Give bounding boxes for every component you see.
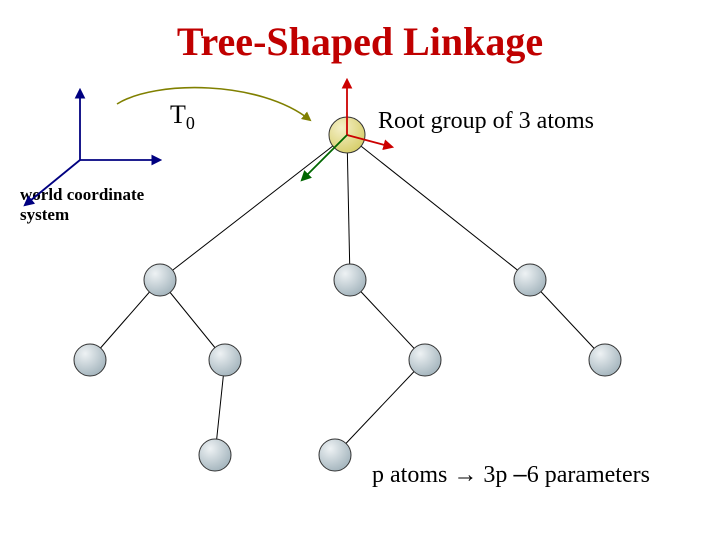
atom-node <box>319 439 351 471</box>
tree-edge <box>335 360 425 455</box>
tree-edge <box>347 135 350 280</box>
world-axis-z <box>25 160 80 205</box>
atom-node <box>74 344 106 376</box>
atom-node <box>409 344 441 376</box>
atom-node <box>334 264 366 296</box>
diagram-canvas <box>0 0 720 540</box>
t0-transform-arrow <box>117 88 310 120</box>
tree-edge <box>160 135 347 280</box>
root-axis-z <box>302 135 347 180</box>
atom-node <box>589 344 621 376</box>
tree-edge <box>347 135 530 280</box>
atom-node <box>199 439 231 471</box>
atom-node <box>514 264 546 296</box>
atom-node <box>209 344 241 376</box>
atom-node <box>144 264 176 296</box>
